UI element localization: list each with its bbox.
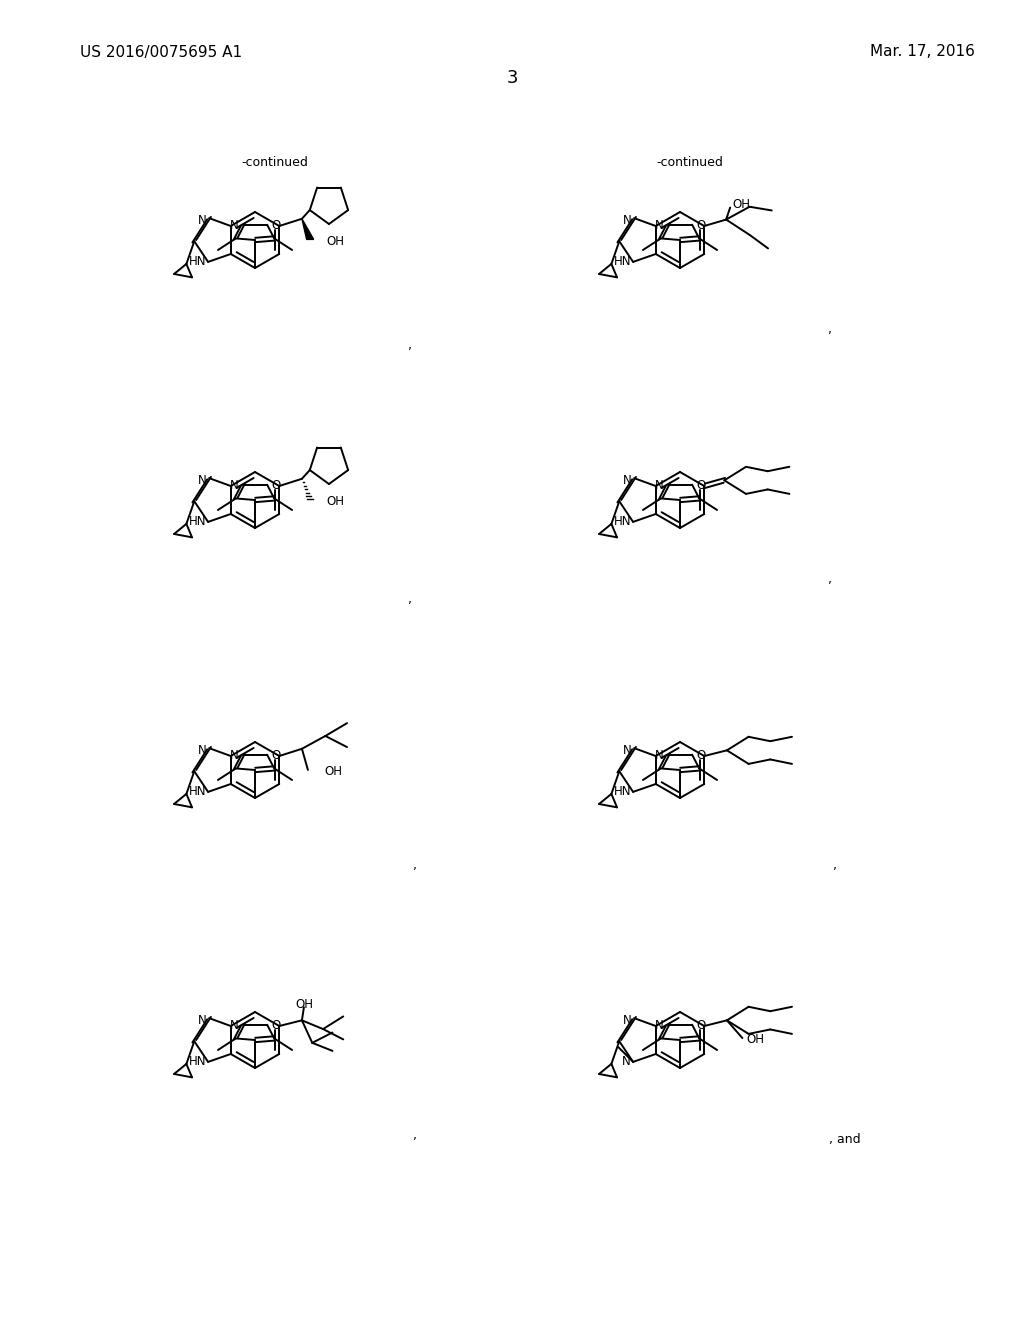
Text: HN: HN — [188, 255, 206, 268]
Text: 3: 3 — [506, 69, 518, 87]
Text: N: N — [230, 750, 239, 762]
Text: N: N — [655, 1019, 664, 1032]
Text: O: O — [271, 750, 281, 762]
Polygon shape — [302, 219, 313, 239]
Text: HN: HN — [613, 515, 631, 528]
Text: HN: HN — [188, 515, 206, 528]
Text: OH: OH — [327, 235, 344, 248]
Text: ,: , — [828, 323, 831, 337]
Text: N: N — [230, 219, 239, 232]
Text: HN: HN — [613, 785, 631, 799]
Text: US 2016/0075695 A1: US 2016/0075695 A1 — [80, 45, 242, 59]
Text: N: N — [199, 743, 207, 756]
Text: , and: , and — [829, 1134, 861, 1147]
Text: O: O — [696, 219, 706, 232]
Text: N: N — [655, 479, 664, 492]
Text: ,: , — [413, 1129, 417, 1142]
Text: N: N — [230, 1019, 239, 1032]
Text: ,: , — [408, 338, 412, 351]
Text: N: N — [199, 474, 207, 487]
Text: N: N — [623, 1056, 631, 1068]
Text: O: O — [696, 479, 706, 492]
Text: N: N — [624, 474, 632, 487]
Text: O: O — [696, 750, 706, 762]
Text: N: N — [199, 1014, 207, 1027]
Text: OH: OH — [295, 998, 313, 1011]
Text: OH: OH — [732, 198, 751, 211]
Text: O: O — [271, 1019, 281, 1032]
Text: ,: , — [828, 573, 831, 586]
Text: HN: HN — [188, 785, 206, 799]
Text: ,: , — [408, 594, 412, 606]
Text: N: N — [624, 743, 632, 756]
Text: O: O — [271, 479, 281, 492]
Text: -continued: -continued — [656, 156, 723, 169]
Text: O: O — [271, 219, 281, 232]
Text: -continued: -continued — [242, 156, 308, 169]
Text: N: N — [199, 214, 207, 227]
Text: ,: , — [413, 858, 417, 871]
Text: HN: HN — [188, 1056, 206, 1068]
Text: OH: OH — [324, 766, 342, 779]
Text: O: O — [696, 1019, 706, 1032]
Text: OH: OH — [327, 495, 344, 508]
Text: N: N — [624, 214, 632, 227]
Text: Mar. 17, 2016: Mar. 17, 2016 — [870, 45, 975, 59]
Text: HN: HN — [613, 255, 631, 268]
Text: N: N — [655, 219, 664, 232]
Text: OH: OH — [746, 1034, 764, 1045]
Text: ,: , — [833, 858, 837, 871]
Text: N: N — [655, 750, 664, 762]
Text: N: N — [230, 479, 239, 492]
Text: N: N — [624, 1014, 632, 1027]
